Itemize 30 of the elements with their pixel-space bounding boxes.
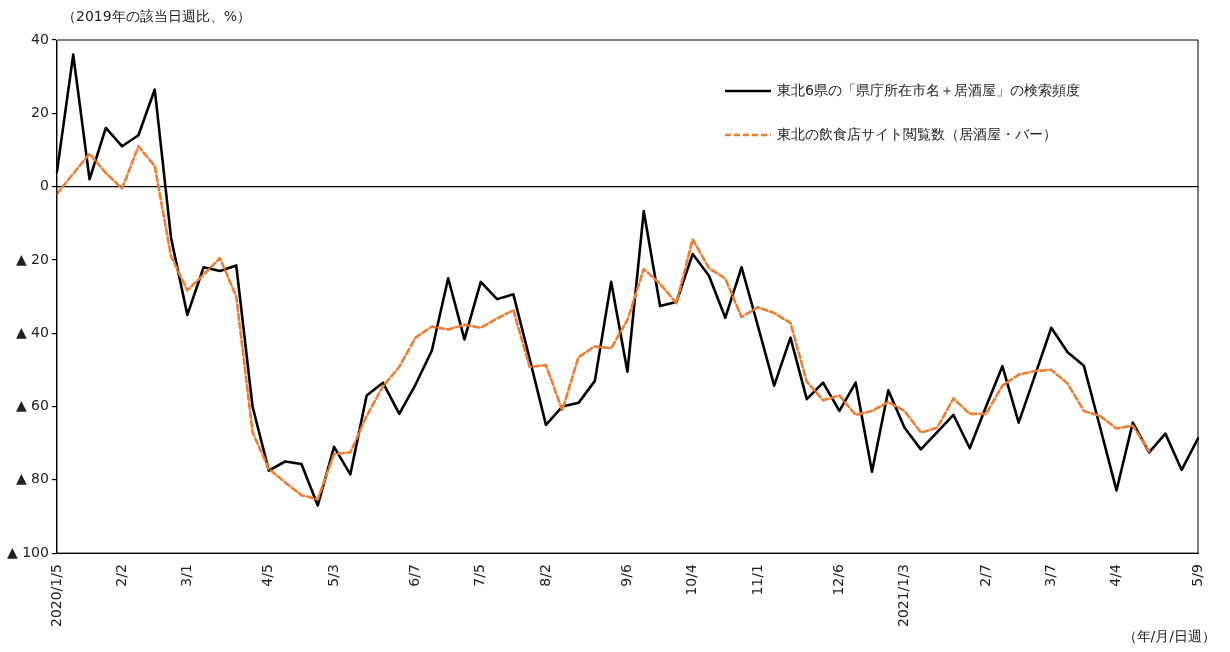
- y-tick-label: 0: [40, 177, 49, 194]
- x-tick-label: 2020/1/5: [47, 564, 64, 628]
- legend-label: 東北の飲食店サイト閲覧数（居酒屋・バー）: [777, 126, 1058, 144]
- x-tick-label: 9/6: [618, 564, 635, 587]
- x-tick-label: 2/7: [976, 564, 993, 587]
- x-tick-label: 7/5: [471, 564, 488, 587]
- x-tick-label: 5/3: [324, 564, 341, 587]
- x-tick-label: 4/5: [259, 564, 276, 587]
- x-tick-label: 4/4: [1107, 564, 1124, 587]
- line-series: [55, 144, 1151, 501]
- x-tick-label: 3/7: [1041, 564, 1058, 587]
- x-tick-label: 11/1: [748, 564, 765, 596]
- y-tick-label: ▲ 80: [15, 470, 49, 487]
- legend-label: 東北6県の「県庁所在市名＋居酒屋」の検索頻度: [777, 82, 1080, 100]
- y-tick-label: ▲ 20: [15, 250, 49, 267]
- y-tick-label: ▲ 40: [15, 323, 49, 340]
- x-tick-label: 12/6: [830, 564, 847, 596]
- x-tick-label: 5/9: [1188, 564, 1205, 587]
- x-tick-label: 6/7: [406, 564, 423, 587]
- y-tick-label: ▲ 100: [6, 543, 49, 560]
- x-axis-title: （年/月/日週）: [1122, 628, 1216, 646]
- x-tick-label: 2021/1/3: [895, 564, 912, 628]
- y-tick-label: 40: [31, 30, 49, 47]
- y-tick-label: ▲ 60: [15, 397, 49, 414]
- y-tick-label: 20: [31, 103, 49, 120]
- x-tick-label: 10/4: [683, 564, 700, 596]
- x-tick-label: 3/1: [177, 564, 194, 587]
- y-axis-title: （2019年の該当日週比、%）: [62, 8, 251, 26]
- x-tick-label: 2/2: [112, 564, 129, 587]
- x-tick-label: 8/2: [536, 564, 553, 587]
